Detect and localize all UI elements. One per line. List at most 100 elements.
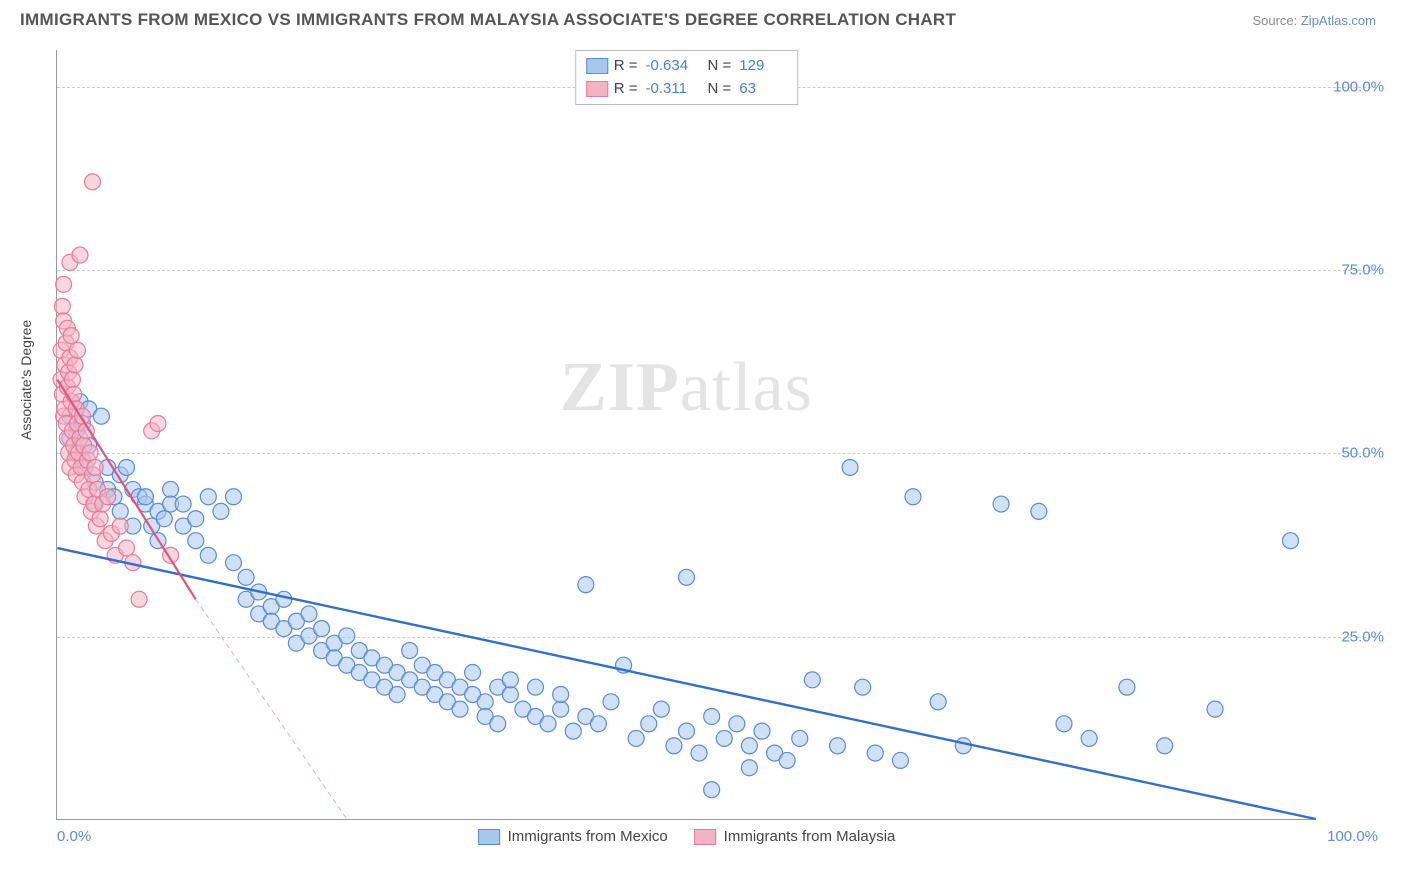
data-point <box>225 489 241 505</box>
source-citation: Source: ZipAtlas.com <box>1252 13 1376 28</box>
data-point <box>276 591 292 607</box>
y-axis-label: Associate's Degree <box>18 320 34 440</box>
data-point <box>855 679 871 695</box>
data-point <box>389 687 405 703</box>
data-point <box>213 503 229 519</box>
series-legend: Immigrants from Mexico Immigrants from M… <box>478 828 896 845</box>
swatch-mexico <box>586 58 608 74</box>
data-point <box>1081 730 1097 746</box>
data-point <box>119 540 135 556</box>
n-value-malaysia: 63 <box>739 78 787 101</box>
data-point <box>553 701 569 717</box>
data-point <box>225 555 241 571</box>
data-point <box>653 701 669 717</box>
legend-row-malaysia: R = -0.311 N = 63 <box>586 78 788 101</box>
data-point <box>402 643 418 659</box>
data-point <box>188 511 204 527</box>
data-point <box>716 730 732 746</box>
source-link[interactable]: ZipAtlas.com <box>1301 13 1376 28</box>
data-point <box>641 716 657 732</box>
data-point <box>679 723 695 739</box>
data-point <box>704 708 720 724</box>
swatch-malaysia <box>586 81 608 97</box>
data-point <box>1119 679 1135 695</box>
data-point <box>66 386 82 402</box>
x-tick-min: 0.0% <box>57 828 91 845</box>
r-value-mexico: -0.634 <box>646 55 694 78</box>
data-point <box>200 547 216 563</box>
data-point <box>691 745 707 761</box>
data-point <box>666 738 682 754</box>
data-point <box>1056 716 1072 732</box>
data-point <box>930 694 946 710</box>
data-point <box>67 357 83 373</box>
data-point <box>741 738 757 754</box>
data-point <box>779 752 795 768</box>
data-point <box>150 416 166 432</box>
y-tick-label: 75.0% <box>1341 262 1384 279</box>
data-point <box>477 694 493 710</box>
data-point <box>540 716 556 732</box>
data-point <box>119 459 135 475</box>
data-point <box>112 503 128 519</box>
n-label: N = <box>708 55 732 78</box>
data-point <box>955 738 971 754</box>
y-tick-label: 100.0% <box>1333 78 1384 95</box>
swatch-mexico <box>478 829 500 845</box>
data-point <box>490 716 506 732</box>
data-point <box>301 606 317 622</box>
data-point <box>830 738 846 754</box>
x-tick-max: 100.0% <box>1327 828 1378 845</box>
source-prefix: Source: <box>1252 13 1300 28</box>
data-point <box>1283 533 1299 549</box>
data-point <box>82 445 98 461</box>
r-value-malaysia: -0.311 <box>646 78 694 101</box>
legend-row-mexico: R = -0.634 N = 129 <box>586 55 788 78</box>
correlation-legend: R = -0.634 N = 129 R = -0.311 N = 63 <box>575 50 799 105</box>
data-point <box>628 730 644 746</box>
data-point <box>112 518 128 534</box>
data-point <box>892 752 908 768</box>
data-point <box>137 489 153 505</box>
data-point <box>175 496 191 512</box>
data-point <box>93 408 109 424</box>
data-point <box>64 372 80 388</box>
r-label: R = <box>614 78 638 101</box>
legend-item-malaysia: Immigrants from Malaysia <box>694 828 896 845</box>
data-point <box>238 569 254 585</box>
data-point <box>905 489 921 505</box>
data-point <box>85 174 101 190</box>
data-point <box>87 459 103 475</box>
data-point <box>131 591 147 607</box>
data-point <box>754 723 770 739</box>
data-point <box>502 672 518 688</box>
data-point <box>92 511 108 527</box>
data-point <box>704 782 720 798</box>
chart-header: IMMIGRANTS FROM MEXICO VS IMMIGRANTS FRO… <box>0 0 1406 36</box>
data-point <box>72 247 88 263</box>
data-point <box>465 665 481 681</box>
data-point <box>553 687 569 703</box>
data-point <box>578 577 594 593</box>
data-point <box>1031 503 1047 519</box>
legend-item-mexico: Immigrants from Mexico <box>478 828 668 845</box>
data-point <box>729 716 745 732</box>
data-point <box>54 298 70 314</box>
data-point <box>100 489 116 505</box>
data-point <box>1157 738 1173 754</box>
r-label: R = <box>614 55 638 78</box>
legend-label-mexico: Immigrants from Mexico <box>508 828 668 845</box>
plot-region: ZIPatlas 25.0%50.0%75.0%100.0% 0.0% 100.… <box>56 50 1316 820</box>
scatter-svg <box>57 50 1316 819</box>
data-point <box>741 760 757 776</box>
data-point <box>867 745 883 761</box>
data-point <box>69 342 85 358</box>
n-label: N = <box>708 78 732 101</box>
data-point <box>188 533 204 549</box>
data-point <box>314 621 330 637</box>
data-point <box>993 496 1009 512</box>
data-point <box>63 328 79 344</box>
data-point <box>528 679 544 695</box>
data-point <box>590 716 606 732</box>
y-tick-label: 50.0% <box>1341 445 1384 462</box>
